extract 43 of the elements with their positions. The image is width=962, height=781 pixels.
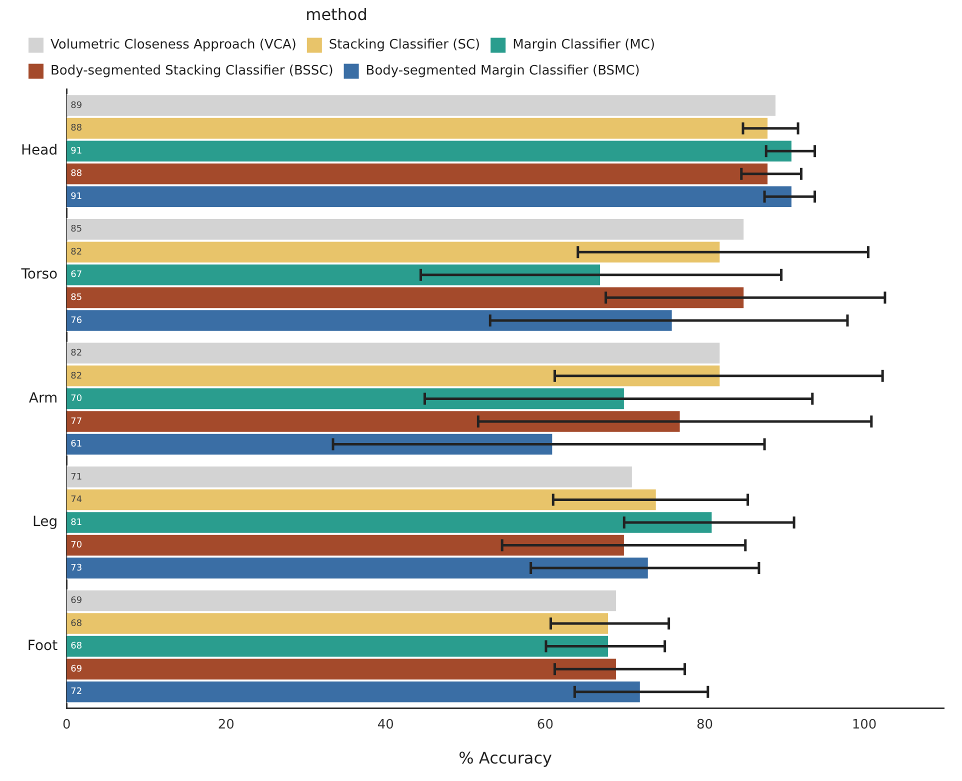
legend-label: Body-segmented Stacking Classifier (BSSC) [50, 64, 334, 79]
data-label: 89 [70, 100, 82, 111]
x-tick-label: 0 [62, 717, 71, 732]
data-label: 69 [70, 664, 82, 674]
data-label: 61 [70, 440, 82, 450]
data-label: 85 [70, 224, 82, 235]
y-tick-label: Foot [27, 638, 58, 654]
data-label: 71 [70, 472, 82, 482]
data-label: 68 [70, 618, 82, 629]
legend-label: Stacking Classifier (SC) [328, 38, 480, 53]
data-label: 74 [70, 495, 82, 506]
data-label: 67 [70, 270, 82, 280]
x-tick-label: 60 [536, 717, 554, 732]
y-tick-label: Torso [20, 266, 58, 283]
legend-label: Body-segmented Margin Classifier (BSMC) [366, 64, 640, 79]
data-label: 82 [70, 247, 82, 258]
y-tick-label: Leg [32, 514, 58, 530]
data-label: 81 [70, 518, 82, 528]
data-label: 88 [70, 124, 82, 134]
x-tick-label: 40 [377, 717, 394, 732]
x-tick-label: 80 [696, 717, 713, 732]
legend-title: method [306, 5, 368, 24]
y-tick-label: Head [20, 142, 58, 159]
data-label: 70 [70, 540, 82, 551]
data-label: 91 [70, 146, 82, 156]
data-label: 68 [70, 642, 82, 652]
data-label: 82 [70, 348, 82, 358]
data-label: 85 [70, 293, 82, 304]
data-label: 70 [70, 394, 82, 404]
data-label: 72 [70, 687, 82, 698]
x-tick-label: 20 [218, 717, 234, 732]
legend-label: Margin Classifier (MC) [512, 38, 656, 53]
data-label: 77 [70, 416, 82, 427]
data-label: 69 [70, 596, 82, 606]
y-tick-label: Arm [28, 390, 58, 406]
x-axis-title: % Accuracy [458, 748, 552, 768]
x-tick-label: 100 [852, 717, 877, 732]
data-label: 88 [70, 169, 82, 180]
data-label: 82 [70, 371, 82, 382]
legend-label: Volumetric Closeness Approach (VCA) [50, 38, 296, 53]
data-label: 76 [70, 316, 82, 326]
data-label: 73 [70, 563, 82, 574]
data-label: 91 [70, 192, 82, 202]
